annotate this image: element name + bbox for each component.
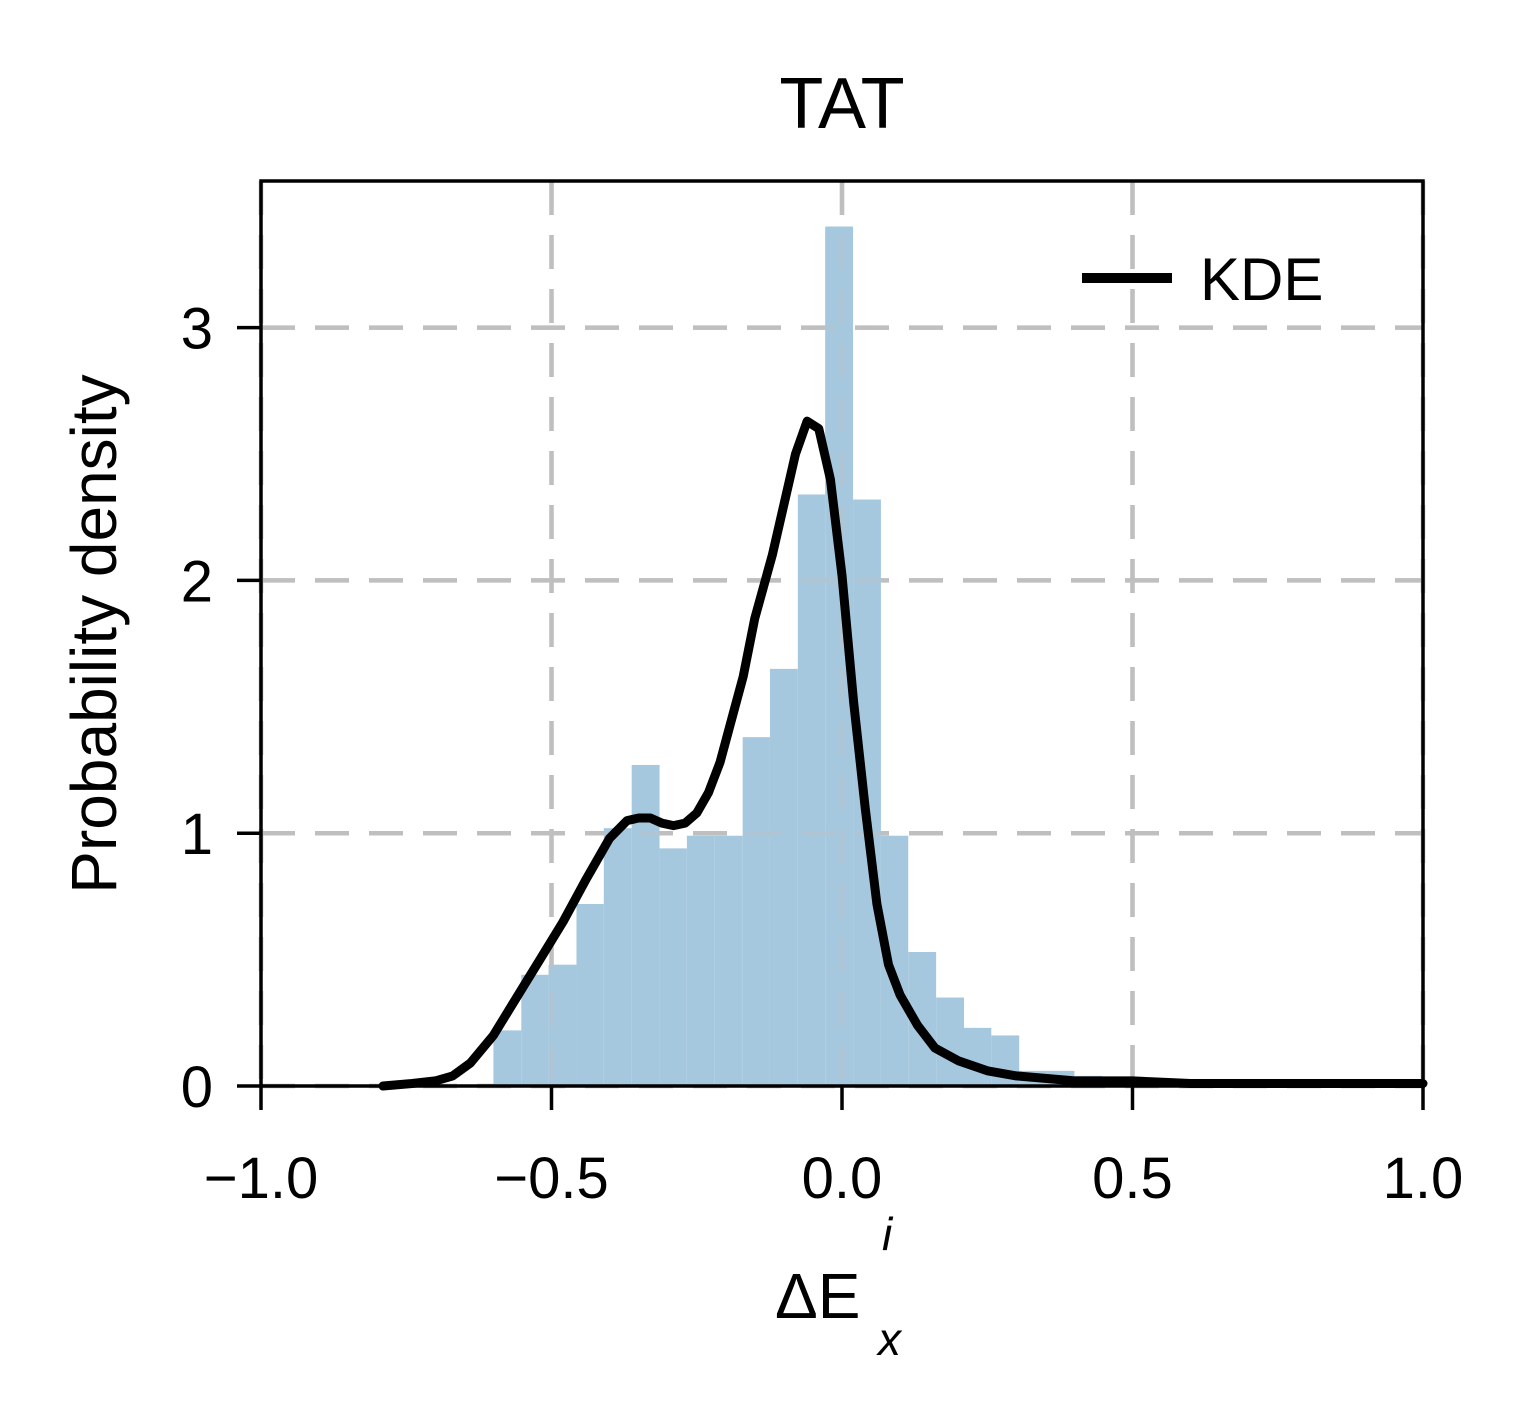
y-tick-label-2: 2 [181, 549, 213, 614]
x-axis-label: ΔE x i [775, 1208, 903, 1365]
histogram-bar-3 [576, 903, 604, 1086]
histogram-bar-0 [493, 1030, 522, 1086]
histogram-bar-5 [631, 764, 660, 1086]
histogram-bar-1 [521, 974, 549, 1086]
y-tick-label-0: 0 [181, 1055, 213, 1120]
legend: KDE [1082, 246, 1323, 313]
histogram-bar-10 [769, 668, 798, 1086]
x-tick-label-1: −0.5 [494, 1146, 609, 1211]
y-tick-label-3: 3 [181, 297, 213, 362]
kde-line [378, 416, 1428, 1091]
x-tick-label-3: 0.5 [1092, 1146, 1173, 1211]
chart-title: TAT [779, 64, 904, 144]
histogram-bar-17 [964, 1027, 992, 1086]
legend-kde-label: KDE [1200, 246, 1323, 313]
y-tick-label-1: 1 [181, 802, 213, 867]
histogram-bar-7 [686, 835, 715, 1086]
histogram-bar-2 [548, 964, 577, 1086]
axis-ticks: −1.0 −0.5 0.0 0.5 1.0 0 1 2 3 [181, 297, 1464, 1211]
x-axis-label-subscript: x [876, 1313, 903, 1365]
histogram-bars [493, 226, 1103, 1087]
x-axis-label-superscript: i [882, 1208, 894, 1260]
y-axis-label: Probability density [58, 374, 130, 893]
x-tick-label-4: 1.0 [1383, 1146, 1464, 1211]
x-tick-label-0: −1.0 [204, 1146, 319, 1211]
histogram-bar-9 [742, 737, 770, 1086]
histogram-bar-4 [603, 828, 632, 1086]
histogram-bar-6 [659, 848, 687, 1086]
histogram-bar-16 [936, 997, 965, 1086]
x-tick-label-2: 0.0 [802, 1146, 883, 1211]
histogram-bar-8 [714, 835, 743, 1086]
x-axis-label-base: ΔE [775, 1260, 860, 1332]
histogram-bar-11 [797, 494, 826, 1086]
